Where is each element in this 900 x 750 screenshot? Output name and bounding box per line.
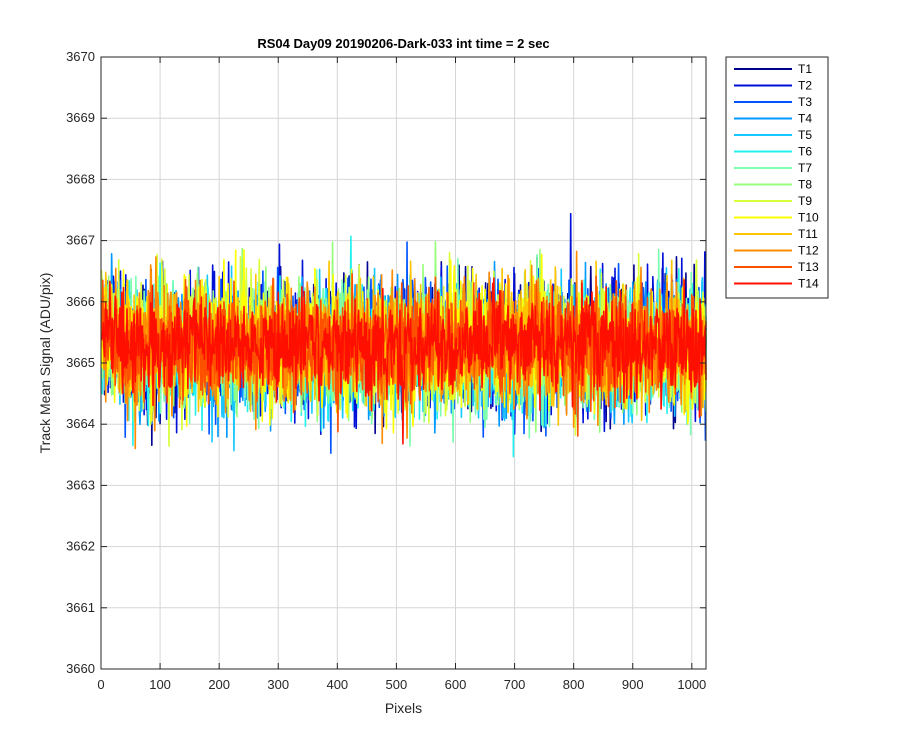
y-tick-label: 3665 bbox=[66, 355, 95, 370]
y-tick-label: 3669 bbox=[66, 110, 95, 125]
legend-label-t14: T14 bbox=[798, 277, 819, 291]
legend-label-t9: T9 bbox=[798, 194, 812, 208]
y-tick-label: 3662 bbox=[66, 539, 95, 554]
y-tick-label: 3660 bbox=[66, 661, 95, 676]
x-tick-label: 300 bbox=[267, 677, 289, 692]
legend-label-t5: T5 bbox=[798, 128, 812, 142]
x-tick-label: 600 bbox=[445, 677, 467, 692]
axis-ticks: 0 100 200 300 400 500 600 700 800 900 1000 3660 3661… bbox=[66, 49, 706, 692]
legend: T1 T2 T3 T4 T5 T6 T7 T8 T9 T10 T11 T12 T13 T14 bbox=[725, 56, 829, 299]
legend-label-t7: T7 bbox=[798, 161, 812, 175]
x-tick-label: 0 bbox=[97, 677, 104, 692]
legend-label-t6: T6 bbox=[798, 145, 812, 159]
y-tick-label: 3661 bbox=[66, 600, 95, 615]
y-tick-label: 3667 bbox=[66, 233, 95, 248]
legend-label-t13: T13 bbox=[798, 260, 819, 274]
y-tick-label: 3663 bbox=[66, 477, 95, 492]
x-tick-label: 900 bbox=[622, 677, 644, 692]
y-tick-label: 3666 bbox=[66, 294, 95, 309]
legend-label-t4: T4 bbox=[798, 112, 812, 126]
x-axis-label: Pixels bbox=[385, 700, 422, 716]
x-tick-label: 700 bbox=[504, 677, 526, 692]
legend-label-t2: T2 bbox=[798, 79, 812, 93]
x-tick-label: 500 bbox=[386, 677, 408, 692]
chart-title: RS04 Day09 20190206-Dark-033 int time = … bbox=[257, 36, 549, 51]
legend-label-t11: T11 bbox=[798, 227, 818, 241]
series-group bbox=[100, 212, 707, 458]
y-tick-label: 3664 bbox=[66, 416, 95, 431]
x-tick-label: 200 bbox=[208, 677, 230, 692]
y-axis-label: Track Mean Signal (ADU/pix) bbox=[37, 273, 53, 454]
legend-label-t1: T1 bbox=[798, 62, 812, 76]
legend-label-t10: T10 bbox=[798, 211, 819, 225]
legend-label-t12: T12 bbox=[798, 244, 819, 258]
series-line-t14 bbox=[100, 277, 707, 445]
legend-label-t8: T8 bbox=[798, 178, 812, 192]
y-tick-label: 3668 bbox=[66, 171, 95, 186]
legend-box bbox=[725, 56, 829, 299]
x-tick-label: 400 bbox=[326, 677, 348, 692]
x-tick-label: 800 bbox=[563, 677, 585, 692]
x-tick-label: 1000 bbox=[677, 677, 706, 692]
x-tick-label: 100 bbox=[149, 677, 171, 692]
y-tick-label: 3670 bbox=[66, 49, 95, 64]
legend-label-t3: T3 bbox=[798, 95, 812, 109]
